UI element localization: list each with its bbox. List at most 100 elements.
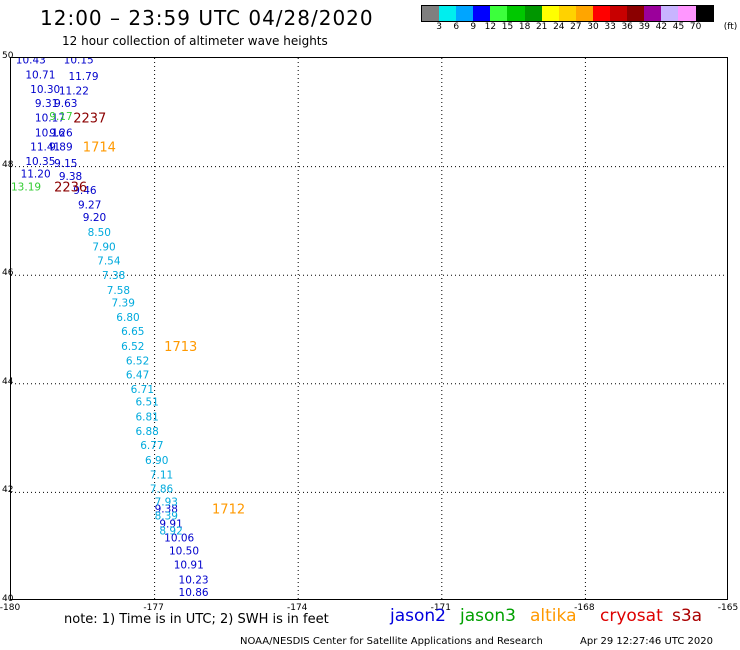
time-label: 2237 xyxy=(73,112,106,127)
data-point-altika: 6.77 xyxy=(140,440,163,452)
data-point-altika: 6.71 xyxy=(131,384,154,396)
y-tick-label: 40 xyxy=(2,594,14,604)
data-point-jason2: 10.30 xyxy=(30,84,60,96)
data-point-jason2: 10.43 xyxy=(16,58,46,67)
data-point-altika: 8.39 xyxy=(155,511,178,523)
data-point-jason2: 9.38 xyxy=(155,504,178,516)
legend-tick-label: 24 xyxy=(553,22,565,32)
legend-tick-label: 15 xyxy=(501,22,514,32)
legend-color-16 xyxy=(695,6,713,21)
data-point-jason2: 11.41 xyxy=(30,142,60,154)
legend-tick-label: 39 xyxy=(638,22,651,32)
legend-tick-label: 36 xyxy=(621,22,633,32)
legend-color-6 xyxy=(524,6,542,21)
legend-tick-label: 9 xyxy=(470,22,477,32)
data-point-altika: 6.51 xyxy=(135,397,158,409)
x-tick-label: -165 xyxy=(717,603,739,613)
data-point-jason2: 10.16 xyxy=(35,127,65,139)
footer-credit: NOAA/NESDIS Center for Satellite Applica… xyxy=(240,636,543,647)
data-point-altika: 7.38 xyxy=(102,270,125,282)
legend-tick-label: 27 xyxy=(570,22,582,32)
legend-color-14 xyxy=(661,6,679,21)
footer-timestamp: Apr 29 12:27:46 UTC 2020 xyxy=(580,636,713,647)
data-point-altika: 6.80 xyxy=(116,312,139,324)
data-point-altika: 6.81 xyxy=(135,411,158,423)
data-point-altika: 6.52 xyxy=(121,341,144,353)
data-point-jason3: 13.19 xyxy=(11,182,41,194)
time-label: 2236 xyxy=(54,181,87,196)
legend-color-15 xyxy=(678,6,696,21)
legend-tick-label: 21 xyxy=(535,22,548,32)
legend-color-13 xyxy=(644,6,662,21)
data-point-jason2: 10.15 xyxy=(64,58,94,67)
legend-color-8 xyxy=(558,6,576,21)
color-legend xyxy=(421,5,714,22)
time-label: 1714 xyxy=(83,141,116,156)
legend-color-9 xyxy=(575,6,593,21)
data-point-jason2: 10.06 xyxy=(164,532,194,544)
legend-color-3 xyxy=(473,6,491,21)
data-point-altika: 7.93 xyxy=(155,497,178,509)
legend-tick-label: 12 xyxy=(484,22,497,32)
x-tick-label: -171 xyxy=(430,603,452,613)
satellite-altika: altika xyxy=(530,606,577,626)
legend-color-1 xyxy=(439,6,457,21)
satellite-cryosat: cryosat xyxy=(600,606,663,626)
data-point-jason2: 9.31 xyxy=(35,98,58,110)
legend-tick-label: 70 xyxy=(689,22,702,32)
data-point-jason2: 10.35 xyxy=(25,156,55,168)
time-label: 1711 xyxy=(241,599,274,600)
legend-color-5 xyxy=(507,6,525,21)
legend-color-7 xyxy=(541,6,559,21)
x-tick-label: -168 xyxy=(574,603,595,613)
data-point-jason2: 10.23 xyxy=(179,574,209,586)
data-point-altika: 7.54 xyxy=(97,256,121,268)
data-point-altika: 6.90 xyxy=(145,455,168,467)
data-point-jason2: 9.15 xyxy=(54,158,77,170)
data-point-altika: 6.47 xyxy=(126,370,149,382)
data-point-altika: 8.50 xyxy=(88,227,111,239)
data-point-jason2: 9.27 xyxy=(78,200,101,212)
data-point-jason2: 9.26 xyxy=(49,127,73,139)
satellite-s3a: s3a xyxy=(672,606,703,626)
legend-color-12 xyxy=(627,6,645,21)
data-point-jason2: 10.71 xyxy=(25,69,55,81)
data-point-altika: 7.11 xyxy=(150,469,173,481)
x-tick-label: -174 xyxy=(286,603,308,613)
legend-color-10 xyxy=(592,6,611,21)
data-point-jason2: 11.79 xyxy=(68,71,98,83)
time-label: 1713 xyxy=(164,340,197,355)
data-point-jason2: 9.63 xyxy=(54,98,77,110)
y-tick-label: 50 xyxy=(2,51,14,61)
legend-tick-label: 3 xyxy=(436,22,442,32)
data-point-jason2: 10.86 xyxy=(179,587,209,599)
legend-color-0 xyxy=(422,6,440,21)
legend-tick-label: 6 xyxy=(453,22,460,32)
data-point-jason2: 9.20 xyxy=(83,212,106,224)
data-point-jason3: 9.17 xyxy=(49,111,72,123)
legend-tick-label: 33 xyxy=(604,22,616,32)
chart-title: 12:00 – 23:59 UTC 04/28/2020 xyxy=(40,6,374,30)
legend-tick-label: 18 xyxy=(518,22,531,32)
x-tick-label: -177 xyxy=(143,603,164,613)
legend-color-2 xyxy=(456,6,474,21)
data-point-jason2: 10.91 xyxy=(174,560,204,572)
data-point-jason2: 10.17 xyxy=(35,113,65,125)
satellite-jason2: jason2 xyxy=(390,606,446,626)
footer-note: note: 1) Time is in UTC; 2) SWH is in fe… xyxy=(64,612,329,627)
data-point-jason2: 11.22 xyxy=(59,86,89,98)
x-tick-label: -180 xyxy=(0,603,21,613)
data-point-jason2: 9.91 xyxy=(159,518,182,530)
data-point-jason2: 9.38 xyxy=(59,171,82,183)
chart-subtitle: 12 hour collection of altimeter wave hei… xyxy=(62,34,328,48)
data-point-jason2: 10.50 xyxy=(169,546,199,558)
y-tick-label: 46 xyxy=(2,268,14,279)
data-point-jason2: 11.20 xyxy=(21,169,51,181)
legend-tick-label: 45 xyxy=(672,22,685,32)
data-point-altika: 7.39 xyxy=(112,297,135,309)
legend-tick-label: 30 xyxy=(587,22,599,32)
data-point-altika: 6.65 xyxy=(121,326,144,338)
data-point-jason2: 9.89 xyxy=(49,142,72,154)
y-tick-label: 44 xyxy=(2,376,14,387)
